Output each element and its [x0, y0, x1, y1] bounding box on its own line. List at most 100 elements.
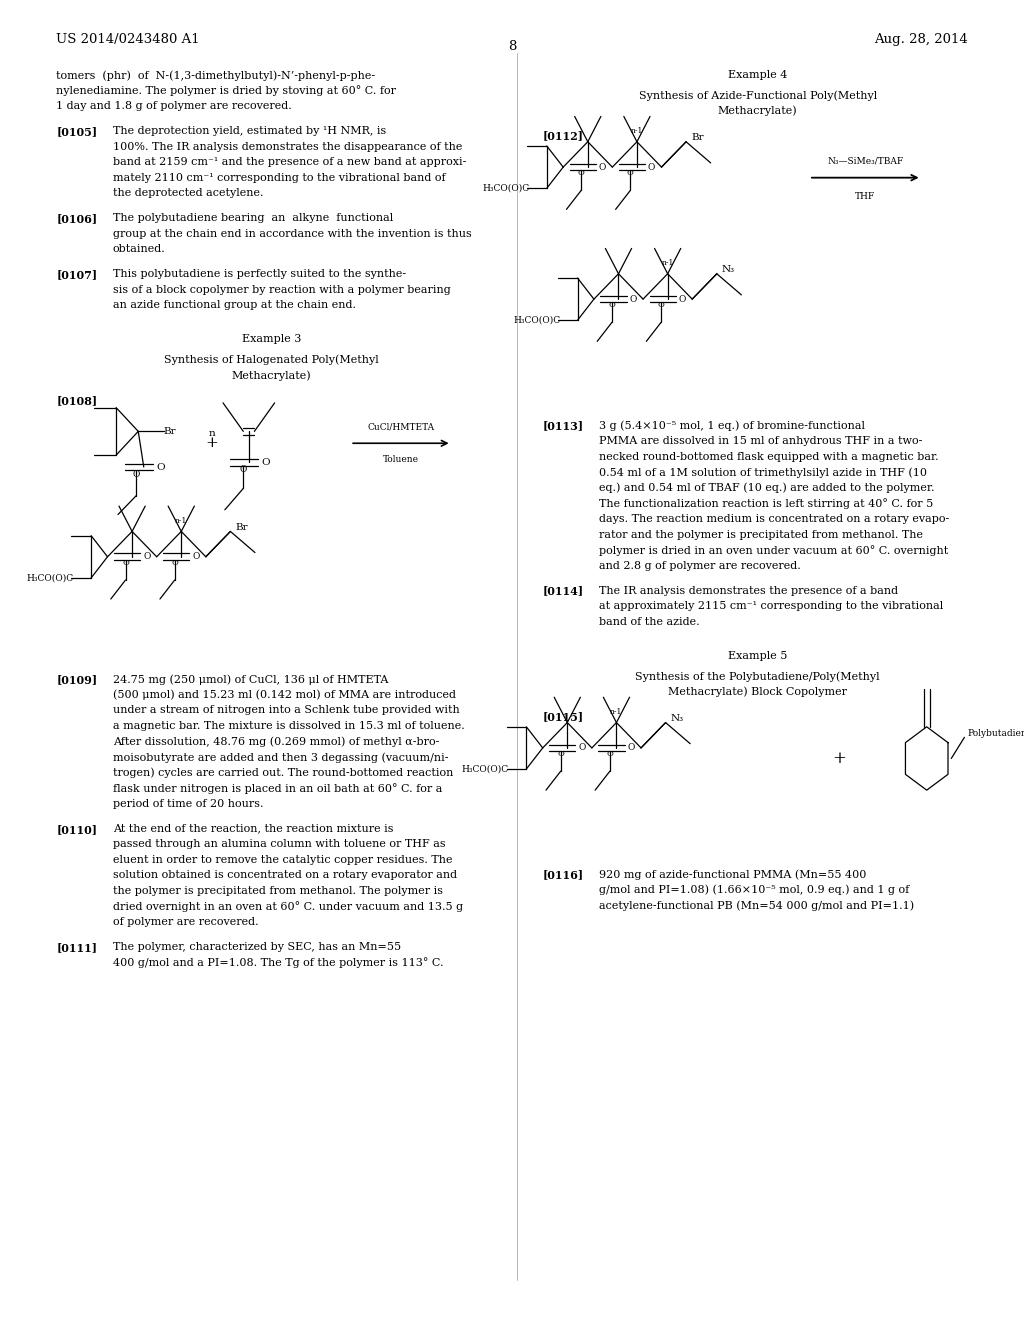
Text: acetylene-functional PB (Mn=54 000 g/mol and PI=1.1): acetylene-functional PB (Mn=54 000 g/mol…: [599, 900, 914, 911]
Text: N₃—SiMe₃/TBAF: N₃—SiMe₃/TBAF: [827, 156, 903, 165]
Text: The IR analysis demonstrates the presence of a band: The IR analysis demonstrates the presenc…: [599, 586, 898, 595]
Text: +: +: [833, 750, 847, 767]
Text: at approximately 2115 cm⁻¹ corresponding to the vibrational: at approximately 2115 cm⁻¹ corresponding…: [599, 601, 943, 611]
Text: O: O: [608, 301, 615, 309]
Text: eluent in order to remove the catalytic copper residues. The: eluent in order to remove the catalytic …: [113, 855, 453, 865]
Text: O: O: [679, 294, 686, 304]
Text: the deprotected acetylene.: the deprotected acetylene.: [113, 189, 263, 198]
Text: Example 5: Example 5: [728, 651, 787, 661]
Text: necked round-bottomed flask equipped with a magnetic bar.: necked round-bottomed flask equipped wit…: [599, 451, 939, 462]
Text: 8: 8: [508, 40, 516, 53]
Text: The polymer, characterized by SEC, has an Mn=55: The polymer, characterized by SEC, has a…: [113, 942, 400, 952]
Text: The deprotection yield, estimated by ¹H NMR, is: The deprotection yield, estimated by ¹H …: [113, 125, 386, 136]
Text: band of the azide.: band of the azide.: [599, 616, 699, 627]
Text: (500 μmol) and 15.23 ml (0.142 mol) of MMA are introduced: (500 μmol) and 15.23 ml (0.142 mol) of M…: [113, 690, 456, 701]
Text: H₃CO(O)C: H₃CO(O)C: [513, 315, 560, 325]
Text: O: O: [627, 169, 634, 177]
Text: Br: Br: [163, 426, 176, 436]
Text: CuCl/HMTETA: CuCl/HMTETA: [368, 422, 434, 432]
Text: Synthesis of the Polybutadiene/Poly(Methyl: Synthesis of the Polybutadiene/Poly(Meth…: [636, 671, 880, 681]
Text: 100%. The IR analysis demonstrates the disappearance of the: 100%. The IR analysis demonstrates the d…: [113, 141, 462, 152]
Text: O: O: [557, 750, 564, 758]
Text: sis of a block copolymer by reaction with a polymer bearing: sis of a block copolymer by reaction wit…: [113, 285, 451, 294]
Text: moisobutyrate are added and then 3 degassing (vacuum/ni-: moisobutyrate are added and then 3 degas…: [113, 752, 449, 763]
Text: days. The reaction medium is concentrated on a rotary evapo-: days. The reaction medium is concentrate…: [599, 513, 949, 524]
Text: nylenediamine. The polymer is dried by stoving at 60° C. for: nylenediamine. The polymer is dried by s…: [56, 86, 396, 96]
Text: 920 mg of azide-functional PMMA (Mn=55 400: 920 mg of azide-functional PMMA (Mn=55 4…: [599, 870, 866, 880]
Text: [0111]: [0111]: [56, 942, 97, 953]
Text: [0116]: [0116]: [543, 870, 584, 880]
Text: O: O: [261, 458, 269, 467]
Text: [0105]: [0105]: [56, 125, 97, 137]
Text: [0112]: [0112]: [543, 131, 584, 141]
Text: 1 day and 1.8 g of polymer are recovered.: 1 day and 1.8 g of polymer are recovered…: [56, 102, 292, 111]
Text: n-1: n-1: [175, 517, 187, 525]
Text: O: O: [193, 552, 200, 561]
Text: obtained.: obtained.: [113, 244, 166, 255]
Text: THF: THF: [855, 193, 876, 201]
Text: Br: Br: [236, 523, 248, 532]
Text: O: O: [579, 743, 586, 752]
Text: [0115]: [0115]: [543, 711, 584, 722]
Text: eq.) and 0.54 ml of TBAF (10 eq.) are added to the polymer.: eq.) and 0.54 ml of TBAF (10 eq.) are ad…: [599, 483, 935, 494]
Text: O: O: [606, 750, 613, 758]
Text: flask under nitrogen is placed in an oil bath at 60° C. for a: flask under nitrogen is placed in an oil…: [113, 783, 442, 795]
Text: Example 4: Example 4: [728, 70, 787, 81]
Text: PMMA are dissolved in 15 ml of anhydrous THF in a two-: PMMA are dissolved in 15 ml of anhydrous…: [599, 436, 923, 446]
Text: [0113]: [0113]: [543, 421, 584, 432]
Text: US 2014/0243480 A1: US 2014/0243480 A1: [56, 33, 200, 46]
Text: dried overnight in an oven at 60° C. under vacuum and 13.5 g: dried overnight in an oven at 60° C. und…: [113, 902, 463, 912]
Text: O: O: [599, 162, 606, 172]
Text: After dissolution, 48.76 mg (0.269 mmol) of methyl α-bro-: After dissolution, 48.76 mg (0.269 mmol)…: [113, 737, 439, 747]
Text: rator and the polymer is precipitated from methanol. The: rator and the polymer is precipitated fr…: [599, 529, 923, 540]
Text: polymer is dried in an oven under vacuum at 60° C. overnight: polymer is dried in an oven under vacuum…: [599, 545, 948, 556]
Text: Methacrylate): Methacrylate): [718, 106, 798, 116]
Text: O: O: [628, 743, 635, 752]
Text: [0108]: [0108]: [56, 395, 97, 405]
Text: O: O: [143, 552, 151, 561]
Text: Br: Br: [691, 133, 703, 143]
Text: O: O: [578, 169, 585, 177]
Text: 400 g/mol and a PI=1.08. The Tg of the polymer is 113° C.: 400 g/mol and a PI=1.08. The Tg of the p…: [113, 957, 443, 969]
Text: O: O: [630, 294, 637, 304]
Text: the polymer is precipitated from methanol. The polymer is: the polymer is precipitated from methano…: [113, 886, 442, 896]
Text: Methacrylate): Methacrylate): [231, 370, 311, 380]
Text: H₃CO(O)C: H₃CO(O)C: [27, 573, 74, 582]
Text: n-1: n-1: [610, 709, 623, 717]
Text: [0106]: [0106]: [56, 213, 97, 224]
Text: H₃CO(O)C: H₃CO(O)C: [462, 764, 509, 774]
Text: and 2.8 g of polymer are recovered.: and 2.8 g of polymer are recovered.: [599, 561, 801, 570]
Text: This polybutadiene is perfectly suited to the synthe-: This polybutadiene is perfectly suited t…: [113, 269, 406, 279]
Text: Methacrylate) Block Copolymer: Methacrylate) Block Copolymer: [669, 686, 847, 697]
Text: 24.75 mg (250 μmol) of CuCl, 136 μl of HMTETA: 24.75 mg (250 μmol) of CuCl, 136 μl of H…: [113, 675, 388, 685]
Text: solution obtained is concentrated on a rotary evaporator and: solution obtained is concentrated on a r…: [113, 870, 457, 880]
Text: group at the chain end in accordance with the invention is thus: group at the chain end in accordance wit…: [113, 228, 471, 239]
Text: Toluene: Toluene: [383, 455, 419, 465]
Text: O: O: [171, 558, 178, 566]
Text: The functionalization reaction is left stirring at 40° C. for 5: The functionalization reaction is left s…: [599, 499, 933, 510]
Text: N₃: N₃: [671, 714, 684, 723]
Text: trogen) cycles are carried out. The round-bottomed reaction: trogen) cycles are carried out. The roun…: [113, 768, 453, 779]
Text: O: O: [156, 462, 165, 471]
Text: band at 2159 cm⁻¹ and the presence of a new band at approxi-: band at 2159 cm⁻¹ and the presence of a …: [113, 157, 466, 168]
Text: Example 3: Example 3: [242, 334, 301, 345]
Text: [0109]: [0109]: [56, 675, 97, 685]
Text: Synthesis of Halogenated Poly(Methyl: Synthesis of Halogenated Poly(Methyl: [164, 355, 379, 366]
Text: N₃: N₃: [722, 265, 735, 275]
Text: [0110]: [0110]: [56, 824, 97, 834]
Text: tomers  (phr)  of  N-(1,3-dimethylbutyl)-N’-phenyl-p-phe-: tomers (phr) of N-(1,3-dimethylbutyl)-N’…: [56, 70, 376, 81]
Text: n: n: [209, 429, 216, 438]
Text: O: O: [657, 301, 665, 309]
Text: period of time of 20 hours.: period of time of 20 hours.: [113, 799, 263, 809]
Text: an azide functional group at the chain end.: an azide functional group at the chain e…: [113, 300, 355, 310]
Text: At the end of the reaction, the reaction mixture is: At the end of the reaction, the reaction…: [113, 824, 393, 834]
Text: The polybutadiene bearing  an  alkyne  functional: The polybutadiene bearing an alkyne func…: [113, 213, 393, 223]
Text: n-1: n-1: [631, 128, 643, 136]
Text: O: O: [122, 558, 129, 566]
Text: O: O: [133, 470, 140, 479]
Text: Polybutadiene: Polybutadiene: [968, 729, 1024, 738]
Text: [0114]: [0114]: [543, 586, 584, 597]
Text: of polymer are recovered.: of polymer are recovered.: [113, 917, 258, 927]
Text: passed through an alumina column with toluene or THF as: passed through an alumina column with to…: [113, 840, 445, 849]
Text: g/mol and PI=1.08) (1.66×10⁻⁵ mol, 0.9 eq.) and 1 g of: g/mol and PI=1.08) (1.66×10⁻⁵ mol, 0.9 e…: [599, 884, 909, 895]
